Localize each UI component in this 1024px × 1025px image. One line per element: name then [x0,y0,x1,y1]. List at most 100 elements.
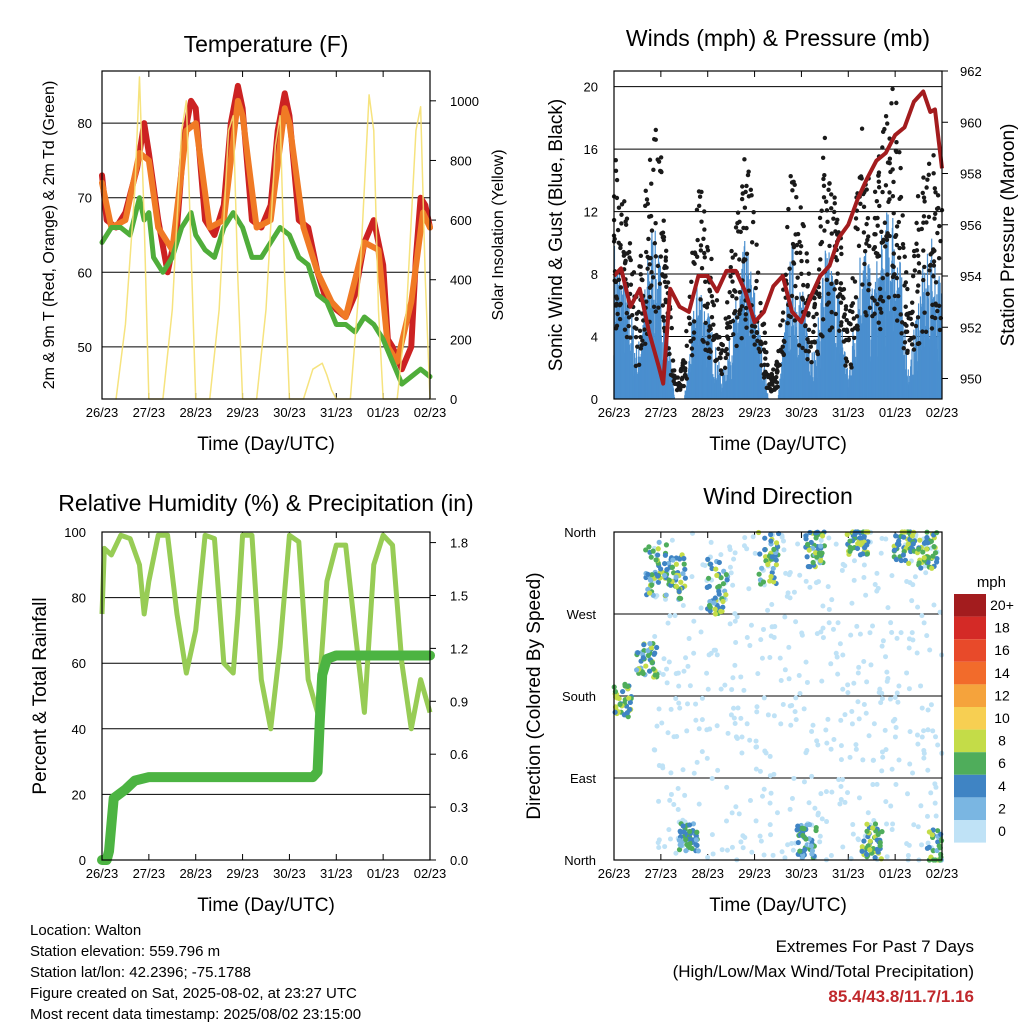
direction-point [728,712,734,718]
gust-point [702,209,707,214]
gust-point [640,338,645,343]
direction-point [815,742,821,748]
gust-point [856,243,862,249]
direction-point [771,546,777,552]
direction-point [704,755,710,761]
gust-point [838,281,844,286]
gust-point [742,205,748,210]
y-tick-label: 4 [591,330,598,345]
direction-point [861,533,867,540]
gust-point [867,305,873,311]
direction-point [652,650,658,656]
gust-point [705,301,710,307]
direction-point [787,806,793,812]
x-tick-label: 01/23 [879,866,912,881]
extremes-title: Extremes For Past 7 Days [775,937,974,956]
gust-point [890,274,896,280]
direction-point [921,728,927,734]
gust-point [664,284,669,289]
direction-point [855,699,861,705]
direction-point [687,683,693,689]
direction-point [673,850,679,856]
gust-point [791,261,797,266]
direction-point [713,566,719,572]
gust-point [640,277,645,283]
gust-point [763,340,768,346]
gust-point [835,294,841,299]
direction-point [732,720,738,726]
direction-point [674,733,680,739]
direction-point [762,547,768,553]
direction-point [653,557,659,563]
direction-point [851,558,857,564]
direction-point [921,750,927,756]
gust-point [838,245,844,250]
gust-point [909,342,915,347]
gust-point [909,300,915,305]
direction-point [685,701,691,707]
gust-point [707,289,713,294]
gust-point [684,343,690,348]
gust-point [799,258,804,264]
gust-point [725,321,730,326]
direction-point [673,574,679,580]
gust-point [633,363,639,369]
gust-point [660,303,666,308]
direction-point [905,853,911,859]
direction-point [793,695,799,701]
direction-point [728,570,734,576]
direction-point [925,707,931,713]
gust-point [709,315,715,320]
gust-point [730,318,736,324]
gust-point [703,279,708,285]
direction-point [856,664,862,670]
gust-point [815,351,821,357]
direction-point [777,655,783,661]
direction-point [791,775,797,781]
gust-point [893,234,898,240]
gust-point [895,318,900,323]
legend-swatch [954,616,986,640]
gust-point [703,320,708,326]
gust-point [873,232,878,237]
direction-point [768,573,774,580]
direction-point [729,844,735,850]
legend-label: 4 [998,778,1006,794]
gust-point [643,188,648,194]
direction-point [789,702,795,708]
direction-point [625,714,631,720]
direction-point [761,626,767,632]
gust-point [732,288,737,293]
direction-point [695,848,701,854]
gust-point [852,279,858,284]
direction-point [847,548,853,554]
gust-point [811,314,816,320]
gust-point [733,252,738,257]
y-axis-label-0: 2m & 9m T (Red, Orange) & 2m Td (Green) [41,81,58,390]
legend-swatch [954,752,986,775]
direction-point [875,831,881,837]
direction-point [658,566,664,572]
direction-point [714,723,720,729]
gust-point [808,344,813,349]
direction-point [755,671,761,677]
direction-point [853,742,859,748]
direction-point [663,596,669,602]
extremes-values: 85.4/43.8/11.7/1.16 [828,987,974,1006]
y2-tick-label: 956 [960,218,982,233]
direction-point [907,729,913,735]
gust-point [724,346,729,352]
gust-point [865,237,870,243]
figure-created: Figure created on Sat, 2025-08-02, at 23… [30,985,357,1002]
direction-point [845,690,851,696]
direction-point [707,604,713,610]
direction-point [888,803,894,809]
gust-point [702,250,707,256]
gust-point [749,193,754,198]
x-tick-label: 28/23 [179,405,212,420]
direction-point [739,750,745,756]
gust-point [878,326,883,332]
gust-point [891,211,896,216]
x-tick-label: 30/23 [785,866,818,881]
x-axis-label-2: Time (Day/UTC) [197,895,335,916]
